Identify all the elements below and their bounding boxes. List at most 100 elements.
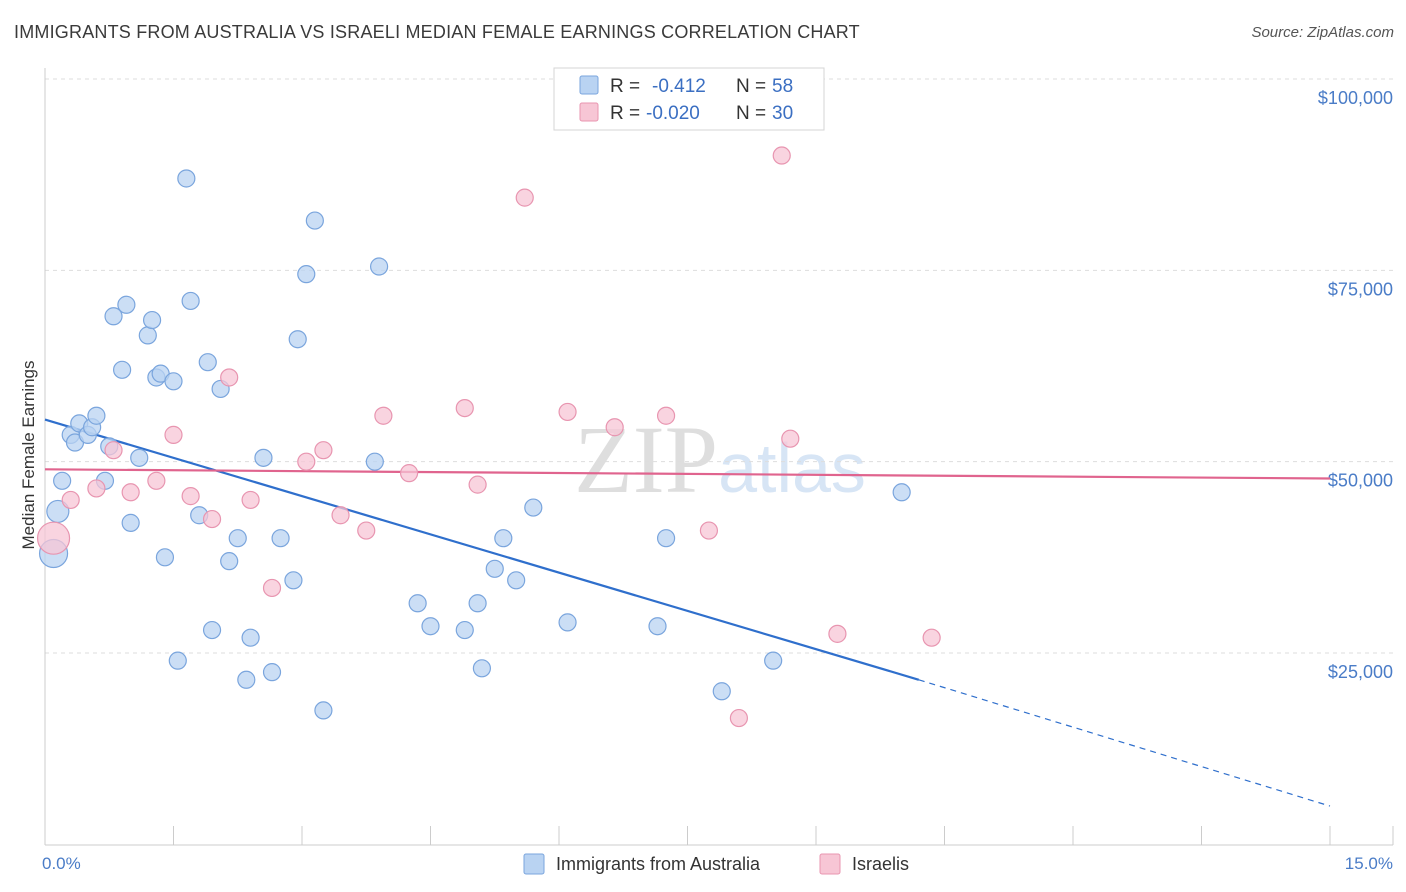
australia-point-49	[494, 529, 513, 548]
legend-n-label-2: N =	[736, 103, 766, 124]
australia-point-32	[241, 628, 260, 647]
australia-point-30	[228, 529, 247, 548]
israeli-point-24	[699, 521, 719, 540]
israeli-point-19	[468, 475, 487, 494]
y-tick-label-0: $100,000	[1318, 88, 1393, 108]
australia-point-47	[472, 659, 491, 678]
israeli-point-17	[399, 464, 419, 483]
australia-point-2	[53, 471, 72, 490]
legend-n-label-1: N =	[736, 76, 766, 97]
australia-point-22	[168, 651, 187, 670]
australia-point-52	[558, 613, 577, 632]
israeli-point-28	[828, 624, 847, 643]
israeli-point-8	[202, 509, 222, 529]
australia-point-39	[305, 211, 324, 230]
australia-point-12	[112, 360, 132, 379]
chart-title: IMMIGRANTS FROM AUSTRALIA VS ISRAELI MED…	[14, 22, 860, 42]
legend-n-value-1: 58	[772, 76, 793, 97]
australia-point-38	[297, 265, 316, 284]
israeli-point-21	[558, 402, 577, 422]
australia-point-57	[892, 483, 911, 502]
y-axis-label: Median Female Earnings	[19, 361, 38, 550]
legend-r-label-2: R =	[610, 103, 640, 124]
australia-point-45	[455, 620, 474, 640]
australia-point-55	[712, 682, 731, 701]
israeli-point-0	[36, 521, 71, 555]
legend-n-value-2: 30	[772, 103, 793, 124]
legend-r-label-1: R =	[610, 76, 640, 97]
legend-r-value-2: -0.020	[646, 103, 700, 124]
australia-point-51	[524, 498, 543, 517]
israeli-point-1	[61, 490, 80, 510]
australia-point-56	[764, 651, 783, 670]
australia-point-23	[177, 169, 196, 188]
y-tick-label-2: $50,000	[1328, 471, 1393, 491]
australia-point-53	[648, 617, 667, 636]
australia-point-41	[365, 452, 384, 471]
australia-point-33	[254, 448, 273, 467]
australia-point-26	[198, 353, 217, 372]
legend-swatch-pink	[579, 102, 599, 122]
israeli-point-16	[374, 406, 393, 425]
israeli-point-7	[181, 487, 200, 506]
australia-point-8	[87, 406, 106, 425]
australia-point-50	[507, 571, 526, 590]
israeli-point-27	[781, 429, 800, 448]
australia-point-16	[138, 326, 157, 345]
y-tick-label-1: $75,000	[1328, 279, 1393, 299]
source-label: Source: ZipAtlas.com	[1251, 24, 1394, 41]
australia-point-35	[271, 529, 290, 548]
israeli-point-9	[220, 368, 239, 387]
australia-point-29	[220, 552, 239, 571]
data-points	[36, 146, 941, 728]
israeli-point-20	[515, 188, 534, 207]
australia-point-36	[284, 571, 303, 590]
x-tick-label-1: 15.0%	[1345, 854, 1393, 873]
series-legend: Immigrants from Australia Israelis	[523, 853, 909, 875]
legend-box	[553, 67, 825, 131]
australia-point-40	[314, 701, 333, 720]
israeli-point-11	[262, 578, 282, 598]
australia-point-13	[117, 295, 136, 314]
australia-point-42	[370, 257, 389, 276]
israeli-point-22	[605, 418, 624, 437]
australia-point-17	[142, 310, 162, 330]
australia-point-27	[202, 620, 222, 640]
australia-point-37	[288, 330, 307, 349]
australia-point-44	[421, 617, 440, 636]
y-tick-label-3: $25,000	[1328, 662, 1393, 682]
australia-point-34	[262, 663, 282, 682]
series-legend-swatch-australia	[523, 853, 545, 875]
legend-r-value-1: -0.412	[652, 76, 706, 97]
australia-trend-line-dashed	[918, 679, 1331, 807]
watermark-zip: ZIP	[574, 406, 718, 513]
australia-point-54	[656, 529, 676, 548]
israeli-point-15	[357, 521, 376, 540]
israeli-point-26	[772, 146, 791, 165]
legend: R = -0.412 N = 58 R = -0.020 N = 30	[553, 67, 825, 131]
australia-point-14	[121, 513, 140, 532]
australia-point-24	[181, 291, 200, 311]
australia-point-48	[485, 559, 504, 578]
series-legend-australia: Immigrants from Australia	[556, 854, 761, 874]
australia-point-20	[155, 548, 175, 567]
israeli-point-12	[297, 452, 316, 471]
watermark: ZIPatlas	[574, 406, 866, 513]
series-legend-israelis: Israelis	[852, 854, 909, 874]
axes: $100,000 $75,000 $50,000 $25,000 0.0% 15.0%	[42, 68, 1394, 873]
trend-lines	[44, 418, 1331, 807]
israeli-point-23	[656, 406, 676, 425]
australia-point-21	[164, 372, 183, 391]
x-tick-label-0: 0.0%	[42, 854, 81, 873]
israeli-point-5	[147, 471, 166, 490]
israeli-point-14	[331, 506, 350, 525]
israeli-point-2	[87, 479, 106, 498]
australia-point-15	[130, 448, 149, 467]
israeli-point-4	[121, 483, 140, 502]
australia-point-31	[237, 670, 256, 689]
israeli-trend-line	[44, 468, 1331, 480]
australia-point-43	[408, 594, 427, 613]
israeli-point-6	[164, 425, 183, 444]
israeli-point-10	[241, 490, 260, 510]
